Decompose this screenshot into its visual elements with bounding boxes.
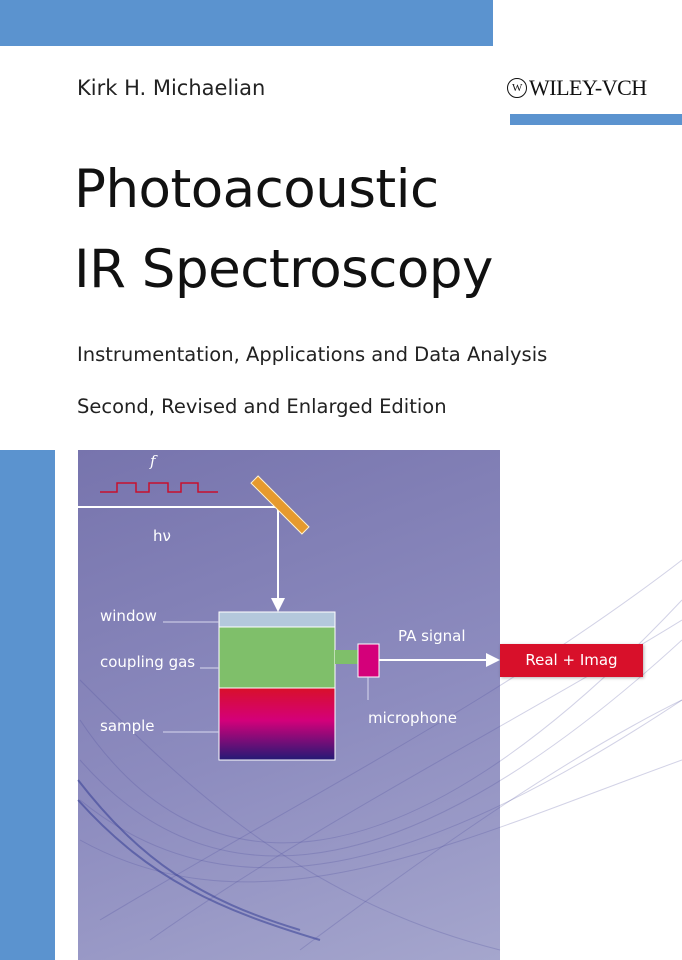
top-accent-bar: [0, 0, 493, 46]
coupling-gas-layer: [218, 626, 336, 689]
microphone-label: microphone: [368, 709, 457, 727]
photon-label: hν: [153, 527, 171, 545]
microphone-block: [357, 643, 380, 678]
title-line-2: IR Spectroscopy: [74, 239, 493, 300]
signal-arrowhead: [486, 653, 500, 667]
window-label: window: [100, 607, 157, 625]
mirror-icon: [250, 475, 310, 535]
pa-signal-label: PA signal: [398, 627, 466, 645]
sample-label: sample: [100, 717, 155, 735]
wiley-emblem-icon: W: [507, 78, 527, 98]
publisher-logo: W WILEY-VCH: [507, 75, 647, 101]
frequency-label: f: [150, 452, 156, 470]
author-name: Kirk H. Michaelian: [77, 76, 266, 100]
publisher-accent-bar: [510, 114, 682, 125]
modulation-wave: [100, 482, 218, 493]
subtitle: Instrumentation, Applications and Data A…: [77, 343, 548, 366]
title-line-1: Photoacoustic: [74, 159, 439, 220]
left-accent-bar: [0, 450, 55, 960]
publisher-name: WILEY-VCH: [529, 75, 647, 100]
beam-arrowhead: [271, 598, 285, 612]
edition: Second, Revised and Enlarged Edition: [77, 395, 447, 418]
output-box: Real + Imag: [500, 644, 643, 677]
coupling-gas-label: coupling gas: [100, 653, 196, 671]
window-layer: [218, 611, 336, 628]
sample-layer: [218, 687, 336, 761]
